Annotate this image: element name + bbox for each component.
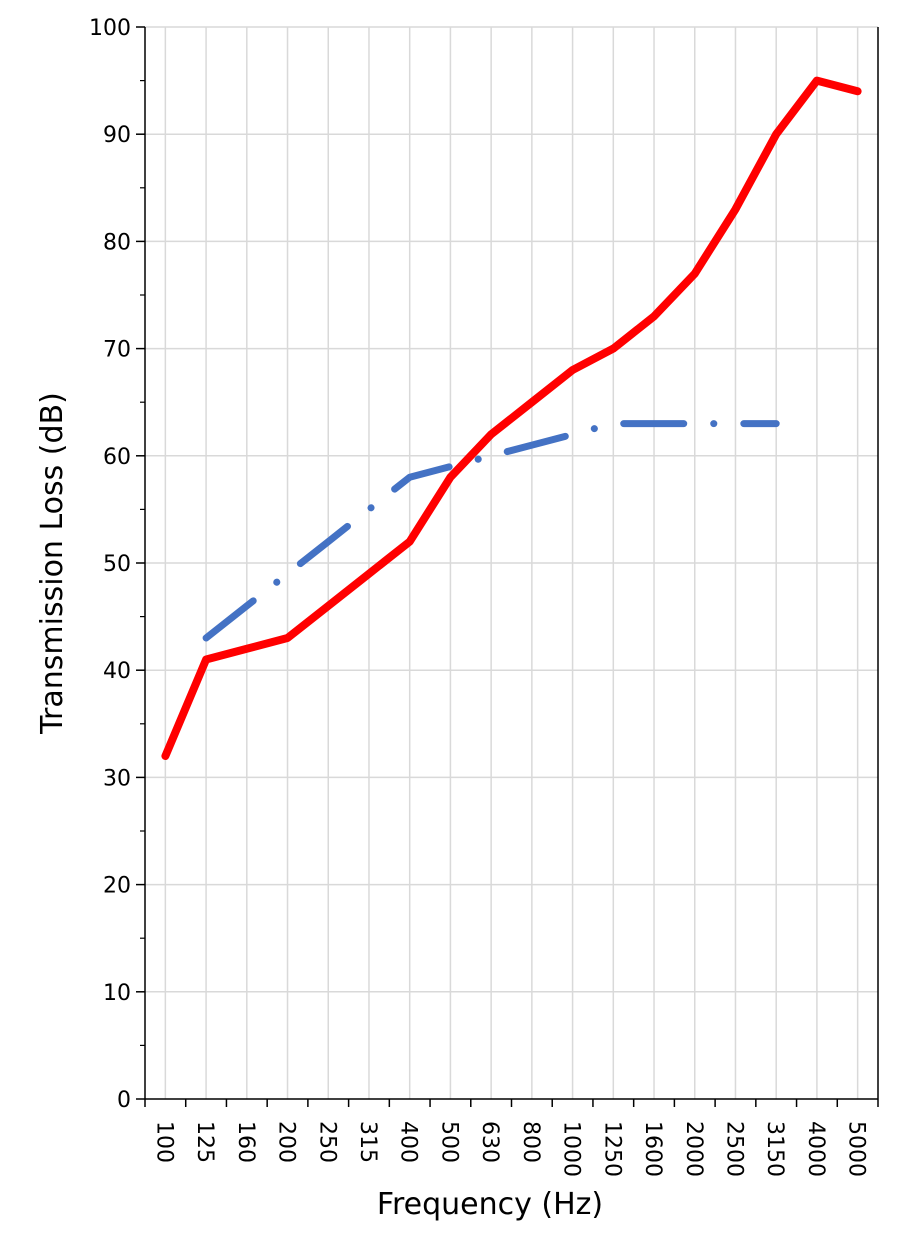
- x-tick-label: 800: [518, 1121, 543, 1163]
- x-tick-label: 125: [192, 1121, 217, 1163]
- y-tick-label: 40: [103, 659, 131, 684]
- y-tick-label: 50: [103, 552, 131, 577]
- tick-labels: 0 10 20 30 40 50 60 70 80 90 100 100 125 160 200 250 315…: [89, 16, 869, 1177]
- x-tick-label: 1600: [640, 1121, 665, 1177]
- y-tick-label: 20: [103, 874, 131, 899]
- y-tick-label: 90: [103, 123, 131, 148]
- x-tick-label: 250: [314, 1121, 339, 1163]
- x-tick-label: 5000: [844, 1121, 869, 1177]
- x-tick-label: 160: [233, 1121, 258, 1163]
- x-tick-label: 4000: [803, 1121, 828, 1177]
- x-tick-label: 1250: [599, 1121, 624, 1177]
- x-tick-label: 630: [477, 1121, 502, 1163]
- y-axis-title: Transmission Loss (dB): [35, 392, 70, 735]
- x-axis-title: Frequency (Hz): [377, 1187, 603, 1222]
- series-line-dashdot-blue: [202, 420, 780, 642]
- axes: [136, 26, 879, 1107]
- x-tick-label: 2000: [681, 1121, 706, 1177]
- x-tick-label: 315: [355, 1121, 380, 1163]
- y-tick-label: 80: [103, 230, 131, 255]
- y-tick-label: 30: [103, 766, 131, 791]
- gridlines: [145, 26, 878, 1099]
- x-tick-label: 400: [396, 1121, 421, 1163]
- x-tick-label: 100: [151, 1121, 176, 1163]
- x-tick-label: 3150: [762, 1121, 787, 1177]
- series-lines: [161, 76, 862, 760]
- y-tick-label: 0: [117, 1088, 131, 1113]
- x-tick-label: 500: [436, 1121, 461, 1163]
- y-tick-label: 70: [103, 338, 131, 363]
- series-line-solid-red: [161, 76, 862, 760]
- y-tick-label: 60: [103, 445, 131, 470]
- x-tick-label: 1000: [559, 1121, 584, 1177]
- x-tick-label: 200: [274, 1121, 299, 1163]
- y-tick-label: 100: [89, 16, 131, 41]
- y-tick-label: 10: [103, 981, 131, 1006]
- x-tick-label: 2500: [721, 1121, 746, 1177]
